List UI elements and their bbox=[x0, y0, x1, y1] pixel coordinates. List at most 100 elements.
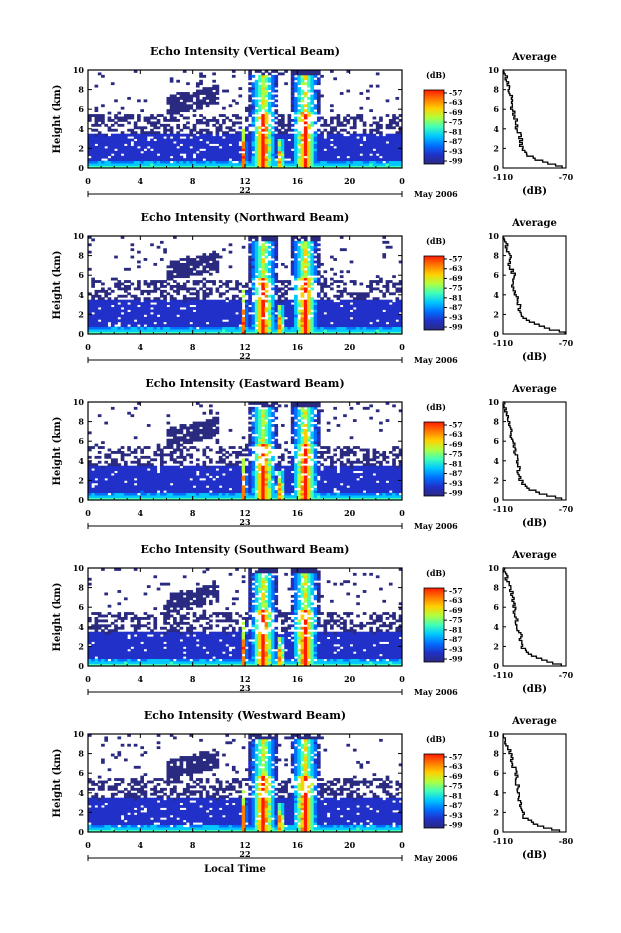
heatmap-cell bbox=[134, 449, 138, 452]
heatmap-cell bbox=[235, 317, 239, 320]
heatmap-cell bbox=[252, 141, 256, 144]
heatmap-cell bbox=[140, 485, 144, 488]
heatmap-cell bbox=[160, 451, 164, 454]
heatmap-cell bbox=[389, 163, 393, 166]
heatmap-cell bbox=[297, 95, 301, 98]
heatmap-cell bbox=[392, 283, 396, 286]
heatmap-cell bbox=[268, 246, 272, 249]
heatmap-cell bbox=[127, 117, 131, 120]
heatmap-cell bbox=[160, 161, 164, 164]
heatmap-cell bbox=[366, 148, 370, 151]
heatmap-cell bbox=[173, 427, 177, 430]
heatmap-cell bbox=[304, 290, 308, 293]
heatmap-cell bbox=[127, 141, 131, 144]
heatmap-cell bbox=[193, 480, 197, 483]
heatmap-cell bbox=[258, 131, 262, 134]
heatmap-cell bbox=[98, 141, 102, 144]
heatmap-cell bbox=[193, 422, 197, 425]
heatmap-cell bbox=[271, 319, 275, 322]
heatmap-cell bbox=[117, 280, 121, 283]
heatmap-cell bbox=[186, 439, 190, 442]
heatmap-cell bbox=[294, 241, 298, 244]
heatmap-cell bbox=[386, 163, 390, 166]
heatmap-cell bbox=[304, 300, 308, 303]
heatmap-cell bbox=[134, 126, 138, 129]
heatmap-cell bbox=[261, 243, 265, 246]
heatmap-cell bbox=[193, 102, 197, 105]
heatmap-cell bbox=[395, 322, 399, 325]
heatmap-cell bbox=[301, 72, 305, 75]
heatmap-cell bbox=[376, 275, 380, 278]
heatmap-cell bbox=[274, 275, 278, 278]
heatmap-cell bbox=[111, 82, 115, 85]
heatmap-cell bbox=[235, 324, 239, 327]
heatmap-cell bbox=[95, 136, 99, 139]
heatmap-cell bbox=[189, 439, 193, 442]
heatmap-cell bbox=[180, 275, 184, 278]
heatmap-cell bbox=[294, 243, 298, 246]
heatmap-cell bbox=[304, 146, 308, 149]
heatmap-cell bbox=[346, 114, 350, 117]
heatmap-cell bbox=[327, 139, 331, 142]
heatmap-cell bbox=[193, 319, 197, 322]
heatmap-cell bbox=[278, 307, 282, 310]
heatmap-cell bbox=[91, 319, 95, 322]
heatmap-cell bbox=[229, 476, 233, 479]
heatmap-cell bbox=[153, 483, 157, 486]
heatmap-cell bbox=[229, 317, 233, 320]
heatmap-cell bbox=[301, 114, 305, 117]
heatmap-cell bbox=[144, 473, 148, 476]
heatmap-cell bbox=[147, 424, 151, 427]
heatmap-cell bbox=[314, 243, 318, 246]
heatmap-cell bbox=[301, 263, 305, 266]
heatmap-cell bbox=[193, 158, 197, 161]
heatmap-cell bbox=[258, 263, 262, 266]
heatmap-cell bbox=[199, 490, 203, 493]
heatmap-cell bbox=[199, 161, 203, 164]
heatmap-cell bbox=[271, 280, 275, 283]
heatmap-cell bbox=[91, 466, 95, 469]
heatmap-cell bbox=[242, 310, 246, 313]
heatmap-cell bbox=[183, 480, 187, 483]
heatmap-cell bbox=[274, 238, 278, 241]
heatmap-cell bbox=[242, 246, 246, 249]
y-tick-label: 6 bbox=[78, 270, 84, 280]
heatmap-cell bbox=[340, 314, 344, 317]
heatmap-cell bbox=[127, 287, 131, 290]
heatmap-cell bbox=[117, 319, 121, 322]
heatmap-cell bbox=[271, 243, 275, 246]
heatmap-cell bbox=[356, 153, 360, 156]
heatmap-cell bbox=[153, 290, 157, 293]
heatmap-cell bbox=[163, 314, 167, 317]
heatmap-cell bbox=[196, 156, 200, 159]
heatmap-cell bbox=[131, 476, 135, 479]
heatmap-cell bbox=[222, 131, 226, 134]
heatmap-cell bbox=[346, 319, 350, 322]
heatmap-cell bbox=[140, 310, 144, 313]
heatmap-cell bbox=[176, 468, 180, 471]
heatmap-cell bbox=[317, 283, 321, 286]
heatmap-cell bbox=[258, 77, 262, 80]
heatmap-cell bbox=[238, 161, 242, 164]
heatmap-cell bbox=[222, 310, 226, 313]
heatmap-cell bbox=[252, 314, 256, 317]
heatmap-cell bbox=[229, 490, 233, 493]
heatmap-cell bbox=[170, 441, 174, 444]
heatmap-cell bbox=[137, 327, 141, 330]
heatmap-cell bbox=[310, 158, 314, 161]
heatmap-cell bbox=[392, 314, 396, 317]
heatmap-cell bbox=[356, 327, 360, 330]
heatmap-cell bbox=[225, 136, 229, 139]
heatmap-cell bbox=[395, 283, 399, 286]
heatmap-cell bbox=[212, 483, 216, 486]
heatmap-cell bbox=[170, 126, 174, 129]
heatmap-cell bbox=[111, 146, 115, 149]
heatmap-cell bbox=[101, 104, 105, 107]
heatmap-cell bbox=[101, 490, 105, 493]
heatmap-cell bbox=[95, 480, 99, 483]
heatmap-cell bbox=[127, 300, 131, 303]
heatmap-cell bbox=[392, 161, 396, 164]
heatmap-cell bbox=[144, 139, 148, 142]
heatmap-cell bbox=[189, 139, 193, 142]
heatmap-cell bbox=[202, 261, 206, 264]
